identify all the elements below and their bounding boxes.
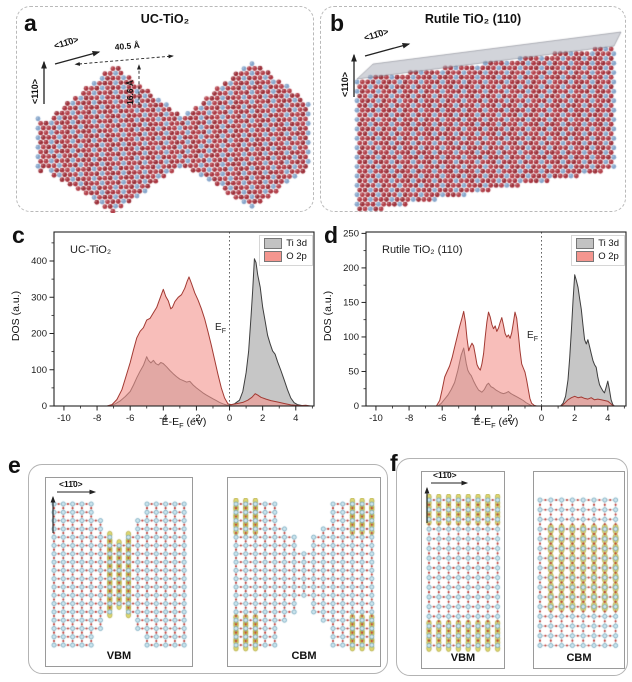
panel-b-box: Rutile TiO₂ (110) <11̄0> <110>	[320, 6, 627, 213]
svg-text:150: 150	[343, 298, 359, 309]
vbm-caption: VBM	[450, 652, 476, 664]
direction-label-110bar: <11̄0>	[59, 479, 83, 489]
svg-text:0: 0	[539, 413, 544, 424]
panel-e-box: VBM CBM <11̄0> <110>	[28, 464, 388, 674]
svg-text:400: 400	[31, 256, 47, 267]
vbm-frame: VBM	[45, 477, 193, 667]
legend-row-o2p: O 2p	[576, 251, 619, 262]
cbm-caption: CBM	[566, 652, 592, 664]
fermi-level-label: EF	[527, 330, 538, 343]
svg-text:-10: -10	[369, 413, 383, 424]
svg-text:-10: -10	[57, 413, 71, 424]
panel-f-axes: <11̄0> <110>	[424, 470, 469, 523]
svg-text:-4: -4	[159, 413, 167, 424]
svg-text:200: 200	[31, 329, 47, 340]
svg-text:4: 4	[605, 413, 610, 424]
panel-a-letter: a	[24, 10, 37, 36]
direction-arrow-110bar	[54, 50, 101, 65]
svg-text:250: 250	[343, 229, 359, 240]
vbm-frame: VBM	[421, 471, 505, 669]
svg-text:2: 2	[572, 413, 577, 424]
panel-d-chart: -10 -8 -6 -4 -2 0 2 4 0 50 100 150 200 250 Rutile TiO…	[320, 222, 632, 437]
legend-row-ti3d: Ti 3d	[576, 238, 619, 249]
uc-cbm-charge-density-canvas	[231, 498, 379, 656]
rutile-cbm-charge-density-canvas	[534, 494, 626, 658]
o2p-legend-label: O 2p	[598, 251, 619, 262]
ti3d-legend-label: Ti 3d	[598, 238, 619, 249]
panel-b-annotations: <11̄0> <110>	[340, 26, 411, 97]
ti3d-swatch	[576, 238, 595, 249]
svg-text:-4: -4	[471, 413, 479, 424]
direction-label-110bar: <11̄0>	[433, 470, 457, 480]
direction-label-110: <110>	[47, 509, 49, 533]
svg-text:0: 0	[42, 401, 47, 412]
o2p-legend-label: O 2p	[286, 251, 307, 262]
rutile-vbm-charge-density-canvas	[424, 494, 504, 658]
o2p-swatch	[264, 251, 283, 262]
cbm-frame: CBM	[533, 471, 626, 669]
panel-a-box: UC-TiO₂ <11̄0> <110> 40.5 Å 16.6 Å	[16, 6, 315, 213]
direction-label-110: <110>	[340, 72, 350, 97]
chart-d-legend: Ti 3d O 2p	[571, 235, 625, 266]
cbm-caption: CBM	[291, 650, 317, 662]
svg-text:4: 4	[293, 413, 298, 424]
direction-label-110: <110>	[30, 79, 40, 104]
direction-label-110bar: <11̄0>	[53, 34, 80, 51]
rutile-slab-structure-canvas	[321, 7, 627, 213]
chart-c-legend: Ti 3d O 2p	[259, 235, 313, 266]
panel-b-title: Rutile TiO₂ (110)	[424, 12, 522, 26]
svg-text:-8: -8	[405, 413, 413, 424]
svg-text:100: 100	[31, 365, 47, 376]
ti3d-swatch	[264, 238, 283, 249]
width-dimension-line	[74, 54, 174, 66]
svg-text:0: 0	[227, 413, 232, 424]
panel-c-chart: -10 -8 -6 -4 -2 0 2 4 0 100 200 300 400 UC-TiO₂ Ti 3…	[8, 222, 320, 437]
fermi-level-label: EF	[215, 322, 226, 335]
chart-d-xlabel: E-EF (eV)	[473, 416, 519, 431]
ti3d-legend-label: Ti 3d	[286, 238, 307, 249]
svg-text:-6: -6	[126, 413, 134, 424]
thickness-dimension-label: 16.6 Å	[125, 80, 135, 105]
direction-label-110bar: <11̄0>	[363, 26, 390, 43]
panel-a-annotations: <11̄0> <110> 40.5 Å 16.6 Å	[30, 34, 174, 105]
legend-row-o2p: O 2p	[264, 251, 307, 262]
svg-text:0: 0	[354, 401, 359, 412]
width-dimension-label: 40.5 Å	[114, 40, 140, 52]
panel-f-letter: f	[390, 450, 398, 476]
o2p-swatch	[576, 251, 595, 262]
panel-e-letter: e	[8, 452, 21, 478]
cbm-frame: CBM	[227, 477, 381, 667]
chart-c-sample-label: UC-TiO₂	[70, 244, 112, 256]
legend-row-ti3d: Ti 3d	[264, 238, 307, 249]
panel-d-letter: d	[324, 222, 339, 248]
panel-b-letter: b	[330, 10, 345, 36]
svg-text:50: 50	[348, 367, 359, 378]
chart-d-sample-label: Rutile TiO₂ (110)	[382, 244, 463, 256]
svg-text:-6: -6	[438, 413, 446, 424]
dos-chart-uc-tio2: -10 -8 -6 -4 -2 0 2 4 0 100 200 300 400	[31, 231, 315, 424]
panel-f-box: VBM CBM <11̄0> <110>	[396, 458, 628, 676]
chart-c-xlabel: E-EF (eV)	[161, 416, 207, 431]
svg-text:-2: -2	[504, 413, 512, 424]
svg-text:200: 200	[343, 263, 359, 274]
direction-arrow-110bar	[364, 42, 411, 57]
svg-text:-8: -8	[93, 413, 101, 424]
dos-chart-rutile: -10 -8 -6 -4 -2 0 2 4 0 50 100 150 200 250	[343, 229, 627, 424]
uc-tio2-structure-canvas	[17, 7, 315, 213]
svg-text:100: 100	[343, 332, 359, 343]
svg-text:2: 2	[260, 413, 265, 424]
panel-a-title: UC-TiO₂	[140, 12, 190, 26]
chart-c-ylabel: DOS (a.u.)	[10, 290, 22, 342]
svg-text:-2: -2	[192, 413, 200, 424]
panel-e-axes: <11̄0> <110>	[47, 479, 97, 533]
svg-text:300: 300	[31, 292, 47, 303]
chart-d-ylabel: DOS (a.u.)	[322, 290, 334, 342]
uc-vbm-charge-density-canvas	[49, 498, 191, 656]
panel-c-letter: c	[12, 222, 25, 248]
vbm-caption: VBM	[106, 650, 132, 662]
